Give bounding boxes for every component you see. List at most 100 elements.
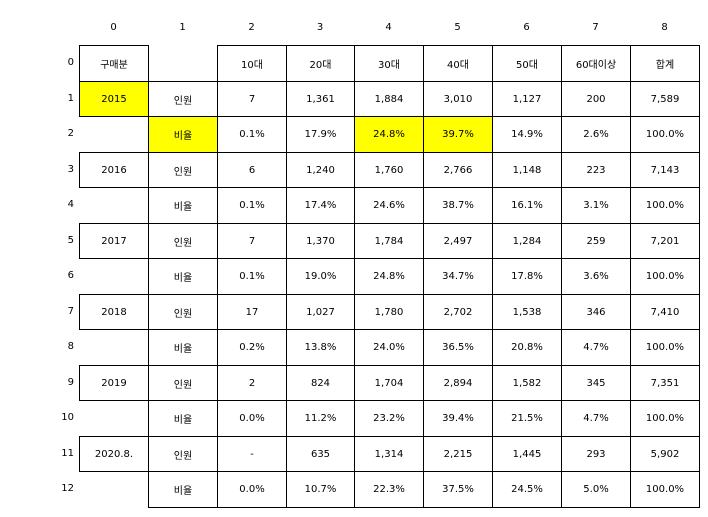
table-cell-r6-c4: 24.8% (354, 258, 424, 295)
table-cell-r7-c7: 346 (561, 294, 631, 330)
table-cell-r7-c5: 2,702 (423, 294, 493, 330)
table-cell-r7-c2: 17 (217, 294, 287, 330)
table-cell-r8-c3: 13.8% (286, 329, 355, 366)
table-cell-r7-c3: 1,027 (286, 294, 355, 330)
table-cell-r8-c0 (79, 329, 149, 366)
column-header-0: 0 (110, 22, 117, 33)
table-cell-r1-c7: 200 (561, 81, 631, 117)
table-cell-r12-c3: 10.7% (286, 471, 355, 508)
table-cell-r9-c3: 824 (286, 365, 355, 401)
table-cell-r12-c4: 22.3% (354, 471, 424, 508)
table-cell-r2-c7: 2.6% (561, 116, 631, 153)
table-cell-r9-c2: 2 (217, 365, 287, 401)
column-header-3: 3 (316, 22, 324, 33)
table-cell-r2-c5: 39.7% (423, 116, 493, 153)
table-cell-r12-c8: 100.0% (630, 471, 700, 508)
column-header-2: 2 (248, 22, 255, 33)
table-cell-r11-c3: 635 (286, 436, 355, 472)
table-cell-r5-c6: 1,284 (492, 223, 562, 259)
table-cell-r2-c1: 비율 (148, 116, 218, 153)
table-cell-r2-c8: 100.0% (630, 116, 700, 153)
table-cell-r8-c7: 4.7% (561, 329, 631, 366)
table-cell-r1-c4: 1,884 (354, 81, 424, 117)
table-cell-r11-c7: 293 (561, 436, 631, 472)
table-cell-r6-c0 (79, 258, 149, 295)
table-cell-r2-c6: 14.9% (492, 116, 562, 153)
table-cell-r11-c8: 5,902 (630, 436, 700, 472)
table-cell-r11-c6: 1,445 (492, 436, 562, 472)
table-cell-r8-c2: 0.2% (217, 329, 287, 366)
table-cell-r3-c7: 223 (561, 152, 631, 188)
table-cell-r4-c6: 16.1% (492, 187, 562, 224)
row-header-9: 9 (67, 377, 74, 388)
table-cell-r10-c2: 0.0% (217, 400, 287, 437)
row-header-3: 3 (67, 164, 74, 175)
table-cell-r12-c1: 비율 (148, 471, 218, 508)
table-cell-r4-c2: 0.1% (217, 187, 287, 224)
table-cell-r9-c6: 1,582 (492, 365, 562, 401)
table-cell-r5-c8: 7,201 (630, 223, 700, 259)
table-cell-r5-c5: 2,497 (423, 223, 493, 259)
table-cell-r0-c0: 구매분 (79, 45, 149, 82)
table-cell-r10-c4: 23.2% (354, 400, 424, 437)
table-cell-r6-c2: 0.1% (217, 258, 287, 295)
table-cell-r10-c6: 21.5% (492, 400, 562, 437)
row-header-1: 1 (67, 93, 74, 104)
table-cell-r11-c1: 인원 (148, 436, 218, 472)
row-header-12: 12 (61, 483, 74, 494)
table-cell-r4-c7: 3.1% (561, 187, 631, 224)
table-cell-r12-c5: 37.5% (423, 471, 493, 508)
table-cell-r8-c8: 100.0% (630, 329, 700, 366)
table-cell-r3-c1: 인원 (148, 152, 218, 188)
table-cell-r10-c7: 4.7% (561, 400, 631, 437)
table-cell-r6-c6: 17.8% (492, 258, 562, 295)
table-cell-r9-c8: 7,351 (630, 365, 700, 401)
table-cell-r9-c1: 인원 (148, 365, 218, 401)
table-cell-r4-c8: 100.0% (630, 187, 700, 224)
table-cell-r1-c1: 인원 (148, 81, 218, 117)
table-cell-r1-c2: 7 (217, 81, 287, 117)
table-cell-r10-c1: 비율 (148, 400, 218, 437)
row-header-10: 10 (61, 412, 74, 423)
table-cell-r3-c5: 2,766 (423, 152, 493, 188)
table-cell-r12-c0 (79, 471, 149, 508)
table-cell-r11-c0: 2020.8. (79, 436, 149, 472)
table-cell-r3-c6: 1,148 (492, 152, 562, 188)
table-cell-r1-c6: 1,127 (492, 81, 562, 117)
row-header-0: 0 (67, 57, 74, 68)
table-cell-r10-c0 (79, 400, 149, 437)
column-header-5: 5 (454, 22, 461, 33)
table-cell-r11-c2: - (217, 436, 287, 472)
table-cell-r5-c7: 259 (561, 223, 631, 259)
table-cell-r1-c8: 7,589 (630, 81, 700, 117)
table-cell-r5-c1: 인원 (148, 223, 218, 259)
table-cell-r2-c2: 0.1% (217, 116, 287, 153)
table-cell-r0-c8: 합계 (630, 45, 700, 82)
table-cell-r0-c5: 40대 (423, 45, 493, 82)
table-cell-r1-c5: 3,010 (423, 81, 493, 117)
table-cell-r10-c8: 100.0% (630, 400, 700, 437)
table-cell-r7-c8: 7,410 (630, 294, 700, 330)
table-cell-r9-c7: 345 (561, 365, 631, 401)
table-cell-r3-c2: 6 (217, 152, 287, 188)
table-cell-r1-c3: 1,361 (286, 81, 355, 117)
table-cell-r5-c0: 2017 (79, 223, 149, 259)
table-cell-r6-c1: 비율 (148, 258, 218, 295)
table-cell-r9-c0: 2019 (79, 365, 149, 401)
table-cell-r12-c7: 5.0% (561, 471, 631, 508)
table-cell-r7-c0: 2018 (79, 294, 149, 330)
table-cell-r3-c3: 1,240 (286, 152, 355, 188)
column-header-6: 6 (523, 22, 530, 33)
column-header-4: 4 (385, 22, 392, 33)
table-cell-r5-c2: 7 (217, 223, 287, 259)
table-cell-r7-c4: 1,780 (354, 294, 424, 330)
column-header-7: 7 (592, 22, 599, 33)
table-cell-r9-c4: 1,704 (354, 365, 424, 401)
table-cell-r0-c4: 30대 (354, 45, 424, 82)
table-cell-r8-c1: 비율 (148, 329, 218, 366)
column-header-8: 8 (661, 22, 668, 33)
table-cell-r11-c5: 2,215 (423, 436, 493, 472)
row-header-4: 4 (67, 199, 74, 210)
row-header-7: 7 (67, 306, 74, 317)
row-header-11: 11 (61, 448, 74, 459)
